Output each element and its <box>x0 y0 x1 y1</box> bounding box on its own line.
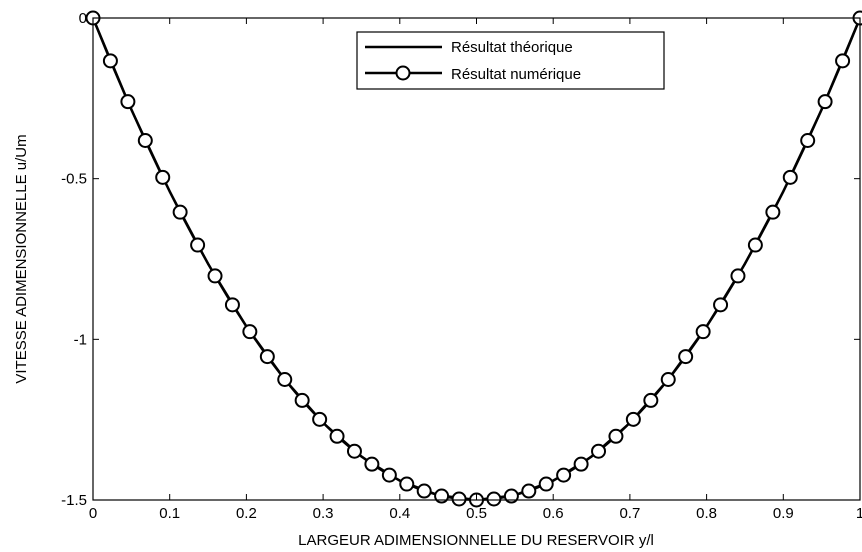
data-point-numerical <box>486 491 502 507</box>
data-point-numerical <box>538 476 554 492</box>
plot-area <box>93 18 860 500</box>
x-tick-label: 0.7 <box>619 505 640 522</box>
data-point-numerical <box>346 443 362 459</box>
data-point-numerical <box>713 297 729 313</box>
data-point-numerical <box>521 483 537 499</box>
x-tick-label: 0.2 <box>236 505 257 522</box>
data-point-numerical <box>329 428 345 444</box>
data-point-numerical <box>416 483 432 499</box>
data-point-numerical <box>172 204 188 220</box>
legend-box <box>356 31 665 90</box>
data-point-numerical <box>765 204 781 220</box>
y-axis-title: VITESSE ADIMENSIONNELLE u/Um <box>13 134 30 383</box>
data-point-numerical <box>137 132 153 148</box>
data-point-numerical <box>556 467 572 483</box>
data-point-numerical <box>399 476 415 492</box>
x-tick-label: 0.3 <box>313 505 334 522</box>
data-point-numerical <box>591 443 607 459</box>
y-tick-label: -1 <box>74 331 87 348</box>
x-tick-label: 0.5 <box>466 505 487 522</box>
data-point-numerical <box>451 491 467 507</box>
x-tick-label: 0.9 <box>773 505 794 522</box>
data-point-numerical <box>782 169 798 185</box>
data-point-numerical <box>381 467 397 483</box>
data-point-numerical <box>625 411 641 427</box>
legend-label-numerical: Résultat numérique <box>451 66 581 83</box>
data-point-numerical <box>155 169 171 185</box>
legend-label-theoretical: Résultat théorique <box>451 39 573 56</box>
x-tick-label: 0.6 <box>543 505 564 522</box>
ticks-layer: 0 0.1 0.2 0.3 0.4 0.5 0.6 0.7 0.8 0.9 1 0 -0.5 -1 -1.5 <box>61 10 862 522</box>
data-point-numerical <box>800 132 816 148</box>
data-point-numerical <box>643 392 659 408</box>
data-point-numerical <box>695 324 711 340</box>
data-point-numerical <box>259 349 275 365</box>
data-point-numerical <box>102 53 118 69</box>
data-point-numerical <box>817 94 833 110</box>
x-tick-label: 0.1 <box>159 505 180 522</box>
data-point-numerical <box>608 428 624 444</box>
series-layer <box>85 10 862 508</box>
data-point-numerical <box>277 372 293 387</box>
x-tick-label: 1 <box>856 505 862 522</box>
data-point-numerical <box>730 268 746 284</box>
y-tick-label: 0 <box>79 10 87 27</box>
data-point-numerical <box>573 456 589 472</box>
data-point-numerical <box>312 411 328 427</box>
data-point-numerical <box>224 297 240 313</box>
data-point-numerical <box>503 488 519 504</box>
data-point-numerical <box>364 456 380 472</box>
x-axis-title: LARGEUR ADIMENSIONNELLE DU RESERVOIR y/l <box>298 532 654 549</box>
data-point-numerical <box>835 53 851 69</box>
data-point-numerical <box>120 94 136 110</box>
legend: Résultat théorique Résultat numérique <box>356 31 665 90</box>
data-point-numerical <box>190 237 206 253</box>
data-point-numerical <box>678 349 694 365</box>
data-point-numerical <box>294 392 310 408</box>
data-point-numerical <box>434 488 450 504</box>
x-tick-label: 0.8 <box>696 505 717 522</box>
legend-marker-numerical <box>395 65 411 81</box>
data-point-numerical <box>747 237 763 253</box>
data-point-numerical <box>207 268 223 284</box>
x-tick-label: 0.4 <box>389 505 410 522</box>
x-tick-label: 0 <box>89 505 97 522</box>
data-point-numerical <box>660 372 676 387</box>
y-tick-label: -1.5 <box>61 492 87 509</box>
data-point-numerical <box>242 324 258 340</box>
y-tick-label: -0.5 <box>61 171 87 188</box>
